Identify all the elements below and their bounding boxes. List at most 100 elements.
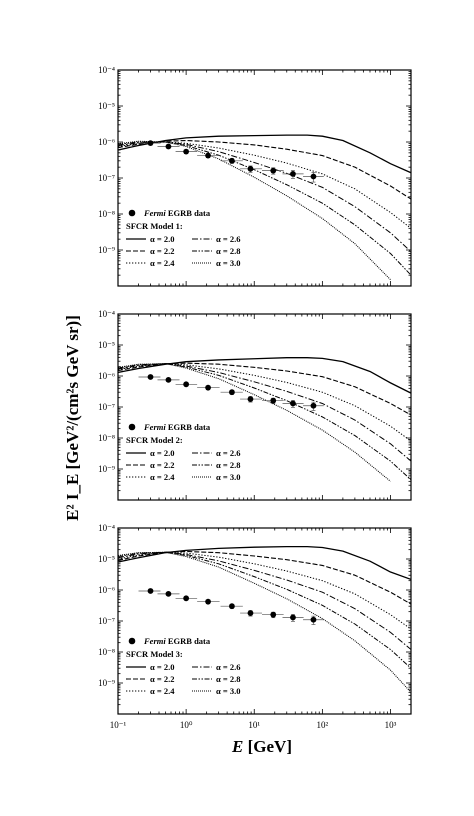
y-tick-label: 10⁻⁸ — [98, 209, 115, 219]
data-points — [138, 140, 324, 183]
legend-label-alpha-30: α = 3.0 — [216, 258, 240, 268]
legend-label-alpha-20: α = 2.0 — [150, 234, 174, 244]
y-tick-label: 10⁻⁷ — [98, 616, 115, 626]
legend-label-alpha-26: α = 2.6 — [216, 662, 240, 672]
data-point — [270, 167, 277, 174]
legend-label-alpha-22: α = 2.2 — [150, 674, 174, 684]
data-point — [290, 170, 296, 177]
legend: Fermi EGRB data SFCR Model 2: α = 2.0 α = 2… — [126, 422, 240, 482]
legend-label-alpha-22: α = 2.2 — [150, 460, 174, 470]
y-tick-label: 10⁻⁹ — [98, 678, 115, 688]
series-line-alpha-20 — [118, 546, 411, 580]
series-line-alpha-24 — [118, 141, 411, 229]
legend-marker-fermi — [128, 637, 136, 645]
legend-label-alpha-26: α = 2.6 — [216, 448, 240, 458]
data-point — [310, 173, 317, 180]
panels: 10⁻⁹ 10⁻⁸ 10⁻⁷ 10⁻⁶ 10⁻⁵ 10⁻⁴ Fermi EGRB data S… — [98, 65, 412, 730]
series-line-alpha-24 — [118, 551, 411, 630]
data-point — [183, 381, 190, 388]
series-line-alpha-20 — [118, 357, 411, 394]
legend-label-alpha-20: α = 2.0 — [150, 662, 174, 672]
panel-1: 10⁻⁹ 10⁻⁸ 10⁻⁷ 10⁻⁶ 10⁻⁵ 10⁻⁴ Fermi EGRB data S… — [98, 65, 412, 287]
series-line-alpha-26 — [118, 551, 411, 650]
data-point — [183, 595, 190, 602]
data-point — [165, 143, 172, 150]
legend-model-label: SFCR Model 2: — [126, 435, 183, 445]
data-point — [229, 389, 235, 396]
legend-label-alpha-26: α = 2.6 — [216, 234, 240, 244]
data-point — [290, 400, 296, 407]
data-point — [229, 157, 235, 164]
data-point — [247, 165, 254, 172]
x-axis-title: E [GeV] — [231, 737, 292, 756]
legend-data-label-rest: EGRB data — [166, 422, 211, 432]
x-axis-title-italic: E — [231, 737, 243, 756]
x-tick-label: 10⁰ — [180, 720, 193, 730]
data-point — [165, 376, 172, 383]
data-point — [205, 384, 211, 391]
data-point — [270, 611, 277, 618]
y-tick-label: 10⁻⁶ — [98, 585, 115, 595]
series-line-alpha-22 — [118, 550, 411, 605]
x-tick-label: 10³ — [385, 720, 397, 730]
y-tick-label: 10⁻⁶ — [98, 137, 115, 147]
data-point — [147, 588, 154, 594]
panel-3: 10⁻⁹ 10⁻⁸ 10⁻⁷ 10⁻⁶ 10⁻⁵ 10⁻⁴ 10⁻¹ 10⁰ 10¹ 10² 10³… — [98, 523, 412, 730]
data-point — [247, 396, 254, 402]
data-point — [205, 152, 211, 159]
legend-data-label-italic: Fermi — [143, 208, 166, 218]
data-point — [147, 140, 154, 147]
legend-data-label-rest: EGRB data — [166, 208, 211, 218]
series-line-alpha-26 — [118, 363, 411, 462]
y-tick-label: 10⁻⁸ — [98, 647, 115, 657]
legend-data-label: Fermi EGRB data — [143, 636, 211, 646]
model-curves — [118, 546, 411, 693]
data-points — [138, 374, 324, 411]
y-tick-label: 10⁻⁴ — [98, 309, 115, 319]
x-axis-title-rest: [GeV] — [243, 737, 292, 756]
y-tick-label: 10⁻⁵ — [98, 101, 115, 111]
y-tick-label: 10⁻⁴ — [98, 65, 115, 75]
data-point — [290, 614, 296, 621]
data-point — [147, 374, 154, 380]
x-tick-label: 10² — [317, 720, 329, 730]
y-tick-label: 10⁻⁵ — [98, 554, 115, 564]
legend-label-alpha-24: α = 2.4 — [150, 686, 175, 696]
y-tick-label: 10⁻⁹ — [98, 464, 115, 474]
legend-label-alpha-28: α = 2.8 — [216, 246, 240, 256]
legend-data-label: Fermi EGRB data — [143, 422, 211, 432]
series-line-alpha-30 — [118, 363, 391, 482]
legend-data-label-rest: EGRB data — [166, 636, 211, 646]
y-tick-label: 10⁻⁷ — [98, 402, 115, 412]
y-tick-label: 10⁻⁸ — [98, 433, 115, 443]
y-tick-label: 10⁻⁶ — [98, 371, 115, 381]
legend-data-label-italic: Fermi — [143, 422, 166, 432]
data-point — [270, 397, 277, 404]
legend-marker-fermi — [128, 209, 136, 217]
data-point — [165, 590, 172, 597]
y-tick-label: 10⁻⁹ — [98, 245, 115, 255]
y-axis-title: E² I_E [GeV²/(cm²s GeV sr)] — [63, 315, 82, 521]
legend-data-label-italic: Fermi — [143, 636, 166, 646]
data-points — [138, 588, 324, 625]
series-line-alpha-30 — [118, 551, 411, 693]
data-point — [183, 148, 190, 155]
data-point — [229, 603, 235, 610]
x-tick-label: 10¹ — [248, 720, 260, 730]
panel-2: 10⁻⁹ 10⁻⁸ 10⁻⁷ 10⁻⁶ 10⁻⁵ 10⁻⁴ Fermi EGRB data S… — [98, 309, 412, 501]
legend-data-label: Fermi EGRB data — [143, 208, 211, 218]
legend: Fermi EGRB data SFCR Model 3: α = 2.0 α = 2… — [126, 636, 240, 696]
legend: Fermi EGRB data SFCR Model 1: α = 2.0 α = 2… — [126, 208, 240, 268]
legend-label-alpha-30: α = 3.0 — [216, 472, 240, 482]
data-point — [205, 598, 211, 605]
y-tick-label: 10⁻⁷ — [98, 173, 115, 183]
legend-label-alpha-24: α = 2.4 — [150, 258, 175, 268]
legend-label-alpha-20: α = 2.0 — [150, 448, 174, 458]
series-line-alpha-22 — [118, 362, 411, 416]
data-point — [310, 402, 317, 409]
legend-label-alpha-28: α = 2.8 — [216, 460, 240, 470]
legend-model-label: SFCR Model 1: — [126, 221, 183, 231]
series-line-alpha-20 — [118, 134, 411, 174]
legend-label-alpha-28: α = 2.8 — [216, 674, 240, 684]
